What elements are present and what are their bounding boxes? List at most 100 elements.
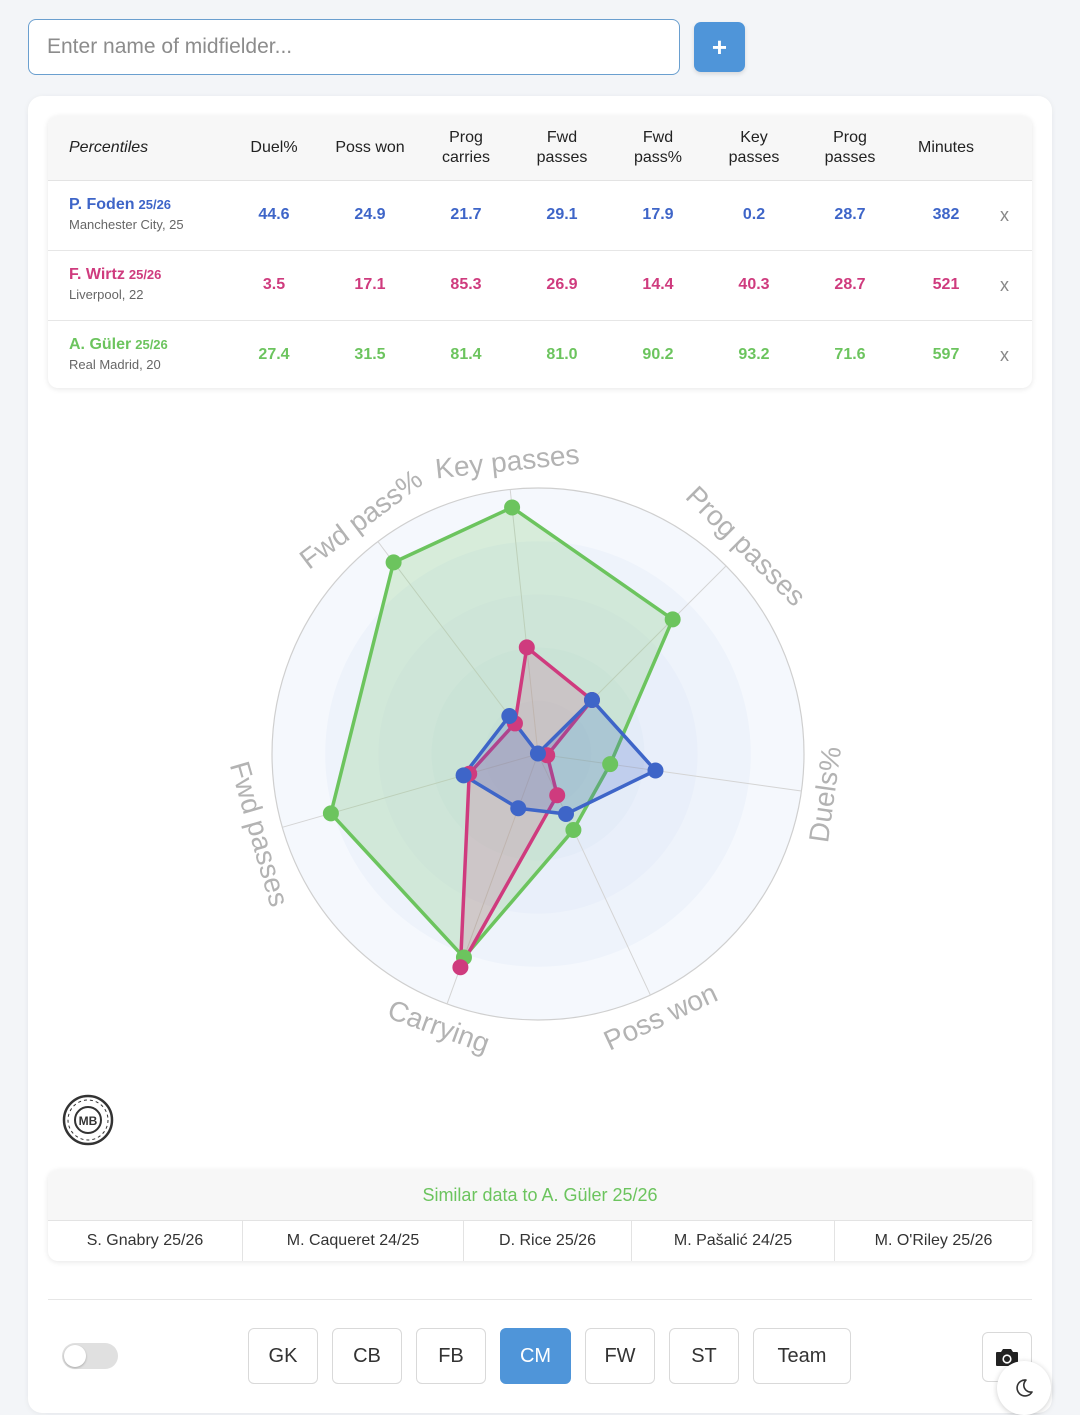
similar-item[interactable]: M. Caqueret 24/25 — [243, 1221, 464, 1261]
cell-key-passes: 40.3 — [738, 276, 770, 293]
cell-fwd-pass-pct: 14.4 — [642, 276, 674, 293]
mode-toggle[interactable] — [62, 1343, 118, 1369]
logo-text: MB — [79, 1114, 98, 1128]
radar-spoke — [537, 753, 802, 792]
similar-title: Similar data to A. Güler 25/26 — [48, 1170, 1032, 1221]
radar-point — [664, 611, 681, 628]
player-name[interactable]: P. Foden 25/26 — [69, 196, 171, 214]
cell-key-passes: 93.2 — [738, 346, 770, 363]
cell-poss-won: 17.1 — [354, 276, 386, 293]
camera-icon — [996, 1349, 1018, 1366]
position-button-fw[interactable]: FW — [585, 1328, 655, 1384]
player-name-text: P. Foden — [69, 196, 135, 213]
radar-point — [501, 707, 518, 724]
header-duel: Duel% — [250, 139, 298, 156]
header-poss-won: Poss won — [335, 139, 405, 156]
radar-point — [504, 499, 521, 516]
player-name[interactable]: A. Güler 25/26 — [69, 336, 168, 354]
header-minutes: Minutes — [917, 139, 975, 156]
radar-point — [529, 745, 546, 762]
player-club: Real Madrid, 20 — [69, 357, 161, 372]
toggle-knob — [64, 1345, 86, 1367]
header-fwd-passes: Fwd passes — [536, 129, 588, 166]
cell-duel: 3.5 — [262, 276, 286, 293]
similar-item[interactable]: M. Pašalić 24/25 — [632, 1221, 835, 1261]
radar-axis-label: Key passes — [434, 439, 581, 485]
remove-player-button[interactable]: x — [1000, 274, 1009, 295]
header-key-passes: Key passes — [728, 129, 780, 166]
cell-prog-carries: 81.4 — [450, 346, 482, 363]
mb-logo: MB — [62, 1094, 114, 1146]
header-fwd-pass-pct: Fwd pass% — [633, 129, 683, 166]
player-season: 25/26 — [138, 197, 172, 212]
cell-fwd-pass-pct: 17.9 — [642, 206, 674, 223]
cell-prog-passes: 71.6 — [834, 346, 866, 363]
header-prog-passes: Prog passes — [824, 129, 876, 166]
table-row: P. Foden 25/26 Manchester City, 25 44.6 2… — [48, 180, 1032, 251]
cell-duel: 27.4 — [258, 346, 290, 363]
radar-point — [455, 767, 472, 784]
add-player-button[interactable]: + — [694, 22, 745, 72]
cell-minutes: 382 — [932, 206, 960, 223]
cell-minutes: 521 — [932, 276, 960, 293]
main-card: Percentiles Duel% Poss won Prog carries … — [28, 96, 1052, 1413]
cell-prog-passes: 28.7 — [834, 206, 866, 223]
table-header: Percentiles Duel% Poss won Prog carries … — [48, 116, 1032, 181]
remove-player-button[interactable]: x — [1000, 204, 1009, 225]
similar-panel: Similar data to A. Güler 25/26 S. Gnabry… — [48, 1170, 1032, 1261]
radar-series-area — [329, 505, 675, 960]
similar-item[interactable]: S. Gnabry 25/26 — [48, 1221, 243, 1261]
cell-prog-passes: 28.7 — [834, 276, 866, 293]
radar-point — [557, 806, 574, 823]
position-button-fb[interactable]: FB — [416, 1328, 486, 1384]
player-name-text: A. Güler — [69, 336, 132, 353]
position-button-st[interactable]: ST — [669, 1328, 739, 1384]
radar-point — [549, 787, 566, 804]
cell-fwd-passes: 26.9 — [546, 276, 578, 293]
position-button-team[interactable]: Team — [753, 1328, 851, 1384]
player-season: 25/26 — [128, 267, 162, 282]
radar-point — [510, 800, 527, 817]
radar-point — [647, 762, 664, 779]
cell-minutes: 597 — [932, 346, 960, 363]
player-season: 25/26 — [135, 337, 168, 352]
header-percentiles: Percentiles — [69, 139, 149, 156]
position-button-gk[interactable]: GK — [248, 1328, 318, 1384]
radar-axis-label: Duels% — [803, 744, 847, 844]
cell-key-passes: 0.2 — [742, 206, 766, 223]
cell-fwd-pass-pct: 90.2 — [642, 346, 674, 363]
player-club: Liverpool, 22 — [69, 287, 144, 302]
similar-item[interactable]: D. Rice 25/26 — [464, 1221, 632, 1261]
cell-fwd-passes: 29.1 — [546, 206, 578, 223]
moon-icon — [1016, 1379, 1033, 1397]
radar-point — [602, 756, 619, 773]
table-row: F. Wirtz 25/26 Liverpool, 22 3.5 17.1 85.… — [48, 250, 1032, 321]
theme-toggle-button[interactable] — [997, 1361, 1051, 1415]
remove-player-button[interactable]: x — [1000, 344, 1009, 365]
radar-point — [518, 639, 535, 656]
divider — [48, 1299, 1032, 1300]
radar-point — [452, 959, 469, 976]
cell-poss-won: 24.9 — [354, 206, 386, 223]
cell-prog-carries: 21.7 — [450, 206, 482, 223]
player-search-input[interactable] — [28, 19, 680, 75]
position-button-cm[interactable]: CM — [500, 1328, 571, 1384]
similar-item[interactable]: M. O'Riley 25/26 — [874, 1232, 993, 1249]
cell-fwd-passes: 81.0 — [546, 346, 578, 363]
cell-duel: 44.6 — [258, 206, 290, 223]
position-button-cb[interactable]: CB — [332, 1328, 402, 1384]
radar-spoke — [509, 489, 539, 755]
header-prog-carries: Prog carries — [441, 129, 490, 166]
cell-prog-carries: 85.3 — [450, 276, 482, 293]
radar-point — [322, 805, 339, 822]
cell-poss-won: 31.5 — [354, 346, 386, 363]
table-row: A. Güler 25/26 Real Madrid, 20 27.4 31.5 … — [48, 320, 1032, 388]
player-club: Manchester City, 25 — [69, 217, 184, 232]
percentiles-table: Percentiles Duel% Poss won Prog carries … — [48, 116, 1032, 388]
radar-point — [583, 692, 600, 709]
player-name-text: F. Wirtz — [69, 266, 125, 283]
radar-point — [565, 821, 582, 838]
radar-point — [385, 554, 402, 571]
player-name[interactable]: F. Wirtz 25/26 — [69, 266, 161, 284]
